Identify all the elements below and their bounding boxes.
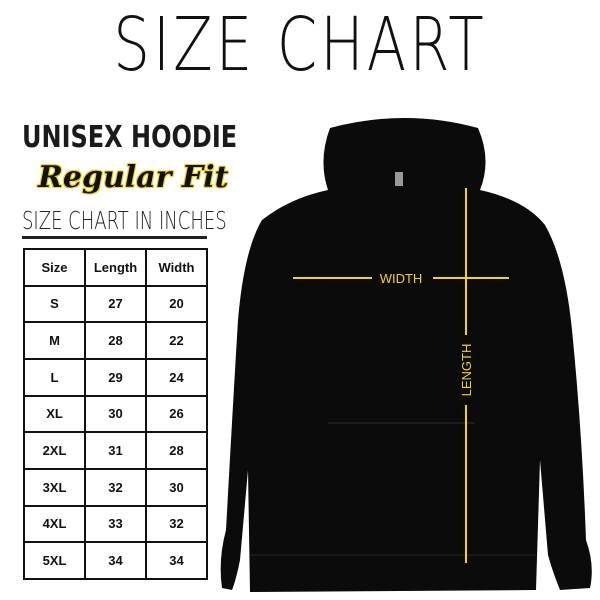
table-row: 5XL 34 34 [23, 541, 208, 580]
table-cell: 30 [145, 467, 208, 507]
table-subtitle: SIZE CHART IN INCHES [22, 206, 227, 235]
table-cell: 32 [84, 467, 147, 507]
table-row: M 28 22 [23, 321, 208, 360]
table-cell: 31 [84, 431, 147, 470]
table-cell: 26 [145, 394, 208, 434]
table-cell: 27 [84, 284, 147, 324]
product-name: UNISEX HOODIE [22, 120, 238, 155]
fit-label: Regular Fit [38, 160, 229, 195]
column-header: Size [23, 248, 86, 287]
hoodie-image [220, 118, 592, 592]
page-title: SIZE CHART [113, 2, 487, 88]
table-cell: 3XL [23, 467, 86, 507]
table-row: 4XL 33 32 [23, 504, 208, 544]
table-cell: 2XL [23, 431, 86, 470]
table-cell: M [23, 321, 86, 360]
table-cell: 5XL [23, 541, 86, 580]
table-cell: 28 [145, 431, 208, 470]
length-label: LENGTH [459, 344, 474, 397]
header-row: Size Length Width [23, 248, 208, 287]
size-table: Size Length Width S 27 20 M 28 22 L 29 24 XL 30 26 2XL 3… [23, 248, 208, 580]
table-row: 3XL 32 30 [23, 467, 208, 507]
table-row: 2XL 31 28 [23, 431, 208, 470]
tag [395, 172, 403, 186]
table-row: L 29 24 [23, 357, 208, 397]
table-cell: 20 [145, 284, 208, 324]
table-cell: 22 [145, 321, 208, 360]
table-cell: 34 [145, 541, 208, 580]
subtitle-underline [22, 236, 207, 239]
table-cell: 30 [84, 394, 147, 434]
table-row: S 27 20 [23, 284, 208, 324]
width-label: WIDTH [380, 271, 423, 286]
table-cell: 32 [145, 504, 208, 544]
table-cell: 34 [84, 541, 147, 580]
column-header: Length [84, 248, 147, 287]
table-cell: L [23, 357, 86, 397]
table-cell: 4XL [23, 504, 86, 544]
column-header: Width [145, 248, 208, 287]
table-cell: 33 [84, 504, 147, 544]
table-cell: 24 [145, 357, 208, 397]
table-cell: 28 [84, 321, 147, 360]
table-row: XL 30 26 [23, 394, 208, 434]
table-cell: S [23, 284, 86, 324]
table-cell: XL [23, 394, 86, 434]
table-cell: 29 [84, 357, 147, 397]
